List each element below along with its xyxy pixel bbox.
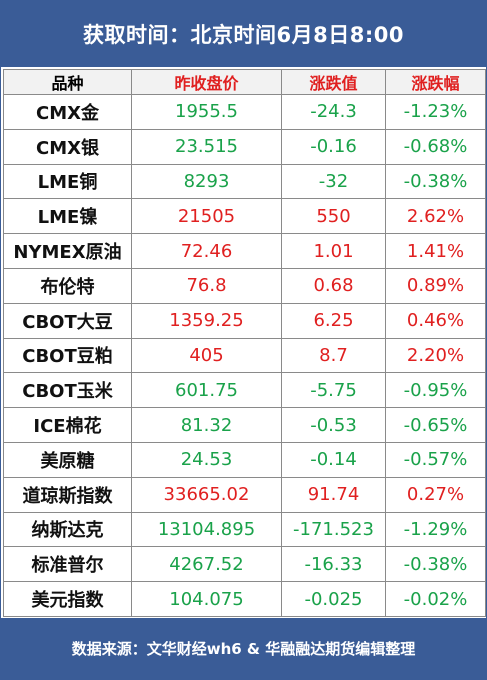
cell-change-pct: -0.02% <box>385 581 486 617</box>
cell-prev-close: 13104.895 <box>131 511 282 548</box>
cell-change: 0.68 <box>281 267 386 304</box>
cell-change-pct: -0.95% <box>385 372 486 409</box>
cell-change: -32 <box>281 163 386 200</box>
quote-table: 品种 昨收盘价 涨跌值 涨跌幅 CMX金 1955.5 -24.3 -1.23% CMX… <box>3 69 486 617</box>
cell-change-pct: 0.46% <box>385 302 486 339</box>
cell-change: -0.14 <box>281 441 386 478</box>
cell-prev-close: 72.46 <box>131 233 282 269</box>
table-row: LME镍 21505 550 2.62% <box>3 198 486 235</box>
cell-name: LME铜 <box>3 163 132 200</box>
cell-prev-close: 76.8 <box>131 267 282 304</box>
cell-prev-close: 601.75 <box>131 372 282 409</box>
cell-prev-close: 1955.5 <box>131 94 282 130</box>
table-row: NYMEX原油 72.46 1.01 1.41% <box>3 233 486 269</box>
cell-change-pct: -0.57% <box>385 441 486 478</box>
cell-name: ICE棉花 <box>3 407 132 443</box>
cell-prev-close: 4267.52 <box>131 546 282 583</box>
table-row: 道琼斯指数 33665.02 91.74 0.27% <box>3 476 486 513</box>
table-row: CMX金 1955.5 -24.3 -1.23% <box>3 94 486 130</box>
cell-prev-close: 24.53 <box>131 441 282 478</box>
cell-name: CBOT豆粕 <box>3 337 132 374</box>
cell-name: CMX银 <box>3 128 132 165</box>
table-row: 布伦特 76.8 0.68 0.89% <box>3 267 486 304</box>
cell-name: 道琼斯指数 <box>3 476 132 513</box>
cell-prev-close: 104.075 <box>131 581 282 617</box>
cell-name: 布伦特 <box>3 267 132 304</box>
cell-name: CMX金 <box>3 94 132 130</box>
cell-change-pct: -0.68% <box>385 128 486 165</box>
table-row: CBOT豆粕 405 8.7 2.20% <box>3 337 486 374</box>
cell-name: LME镍 <box>3 198 132 235</box>
table-row: 标准普尔 4267.52 -16.33 -0.38% <box>3 546 486 583</box>
cell-change: 6.25 <box>281 302 386 339</box>
header-title: 获取时间：北京时间6月8日8:00 <box>83 23 404 47</box>
footer-source-text: 数据来源：文华财经wh6 & 华融融达期货编辑整理 <box>71 640 416 658</box>
cell-change-pct: -0.38% <box>385 546 486 583</box>
table-row: CMX银 23.515 -0.16 -0.68% <box>3 128 486 165</box>
cell-name: CBOT大豆 <box>3 302 132 339</box>
table-row: 纳斯达克 13104.895 -171.523 -1.29% <box>3 511 486 548</box>
header-bar: 获取时间：北京时间6月8日8:00 <box>1 1 486 67</box>
table-row: 美元指数 104.075 -0.025 -0.02% <box>3 581 486 617</box>
column-header-prev-close: 昨收盘价 <box>131 69 282 95</box>
cell-name: 美元指数 <box>3 581 132 617</box>
cell-change-pct: 0.27% <box>385 476 486 513</box>
cell-name: 标准普尔 <box>3 546 132 583</box>
cell-change-pct: -0.65% <box>385 407 486 443</box>
cell-name: NYMEX原油 <box>3 233 132 269</box>
cell-name: CBOT玉米 <box>3 372 132 409</box>
cell-change-pct: 1.41% <box>385 233 486 269</box>
cell-change-pct: 0.89% <box>385 267 486 304</box>
cell-change: 550 <box>281 198 386 235</box>
cell-prev-close: 405 <box>131 337 282 374</box>
table-row: CBOT大豆 1359.25 6.25 0.46% <box>3 302 486 339</box>
table-header-row: 品种 昨收盘价 涨跌值 涨跌幅 <box>3 69 486 95</box>
cell-prev-close: 23.515 <box>131 128 282 165</box>
cell-change: -24.3 <box>281 94 386 130</box>
cell-change: -0.53 <box>281 407 386 443</box>
cell-change: -5.75 <box>281 372 386 409</box>
cell-change-pct: 2.20% <box>385 337 486 374</box>
footer-bar: 数据来源：文华财经wh6 & 华融融达期货编辑整理 <box>1 618 486 679</box>
cell-change: 8.7 <box>281 337 386 374</box>
cell-change: 1.01 <box>281 233 386 269</box>
cell-prev-close: 33665.02 <box>131 476 282 513</box>
cell-prev-close: 1359.25 <box>131 302 282 339</box>
cell-change-pct: -1.29% <box>385 511 486 548</box>
column-header-change-pct: 涨跌幅 <box>385 69 486 95</box>
cell-change-pct: -1.23% <box>385 94 486 130</box>
cell-change: -171.523 <box>281 511 386 548</box>
table-row: LME铜 8293 -32 -0.38% <box>3 163 486 200</box>
cell-change: -16.33 <box>281 546 386 583</box>
cell-name: 美原糖 <box>3 441 132 478</box>
cell-change: -0.16 <box>281 128 386 165</box>
cell-change: 91.74 <box>281 476 386 513</box>
table-row: ICE棉花 81.32 -0.53 -0.65% <box>3 407 486 443</box>
column-header-change: 涨跌值 <box>281 69 386 95</box>
table-row: 美原糖 24.53 -0.14 -0.57% <box>3 441 486 478</box>
cell-change-pct: 2.62% <box>385 198 486 235</box>
table-row: CBOT玉米 601.75 -5.75 -0.95% <box>3 372 486 409</box>
column-header-name: 品种 <box>3 69 132 95</box>
cell-prev-close: 81.32 <box>131 407 282 443</box>
cell-change: -0.025 <box>281 581 386 617</box>
cell-prev-close: 21505 <box>131 198 282 235</box>
cell-prev-close: 8293 <box>131 163 282 200</box>
cell-name: 纳斯达克 <box>3 511 132 548</box>
cell-change-pct: -0.38% <box>385 163 486 200</box>
